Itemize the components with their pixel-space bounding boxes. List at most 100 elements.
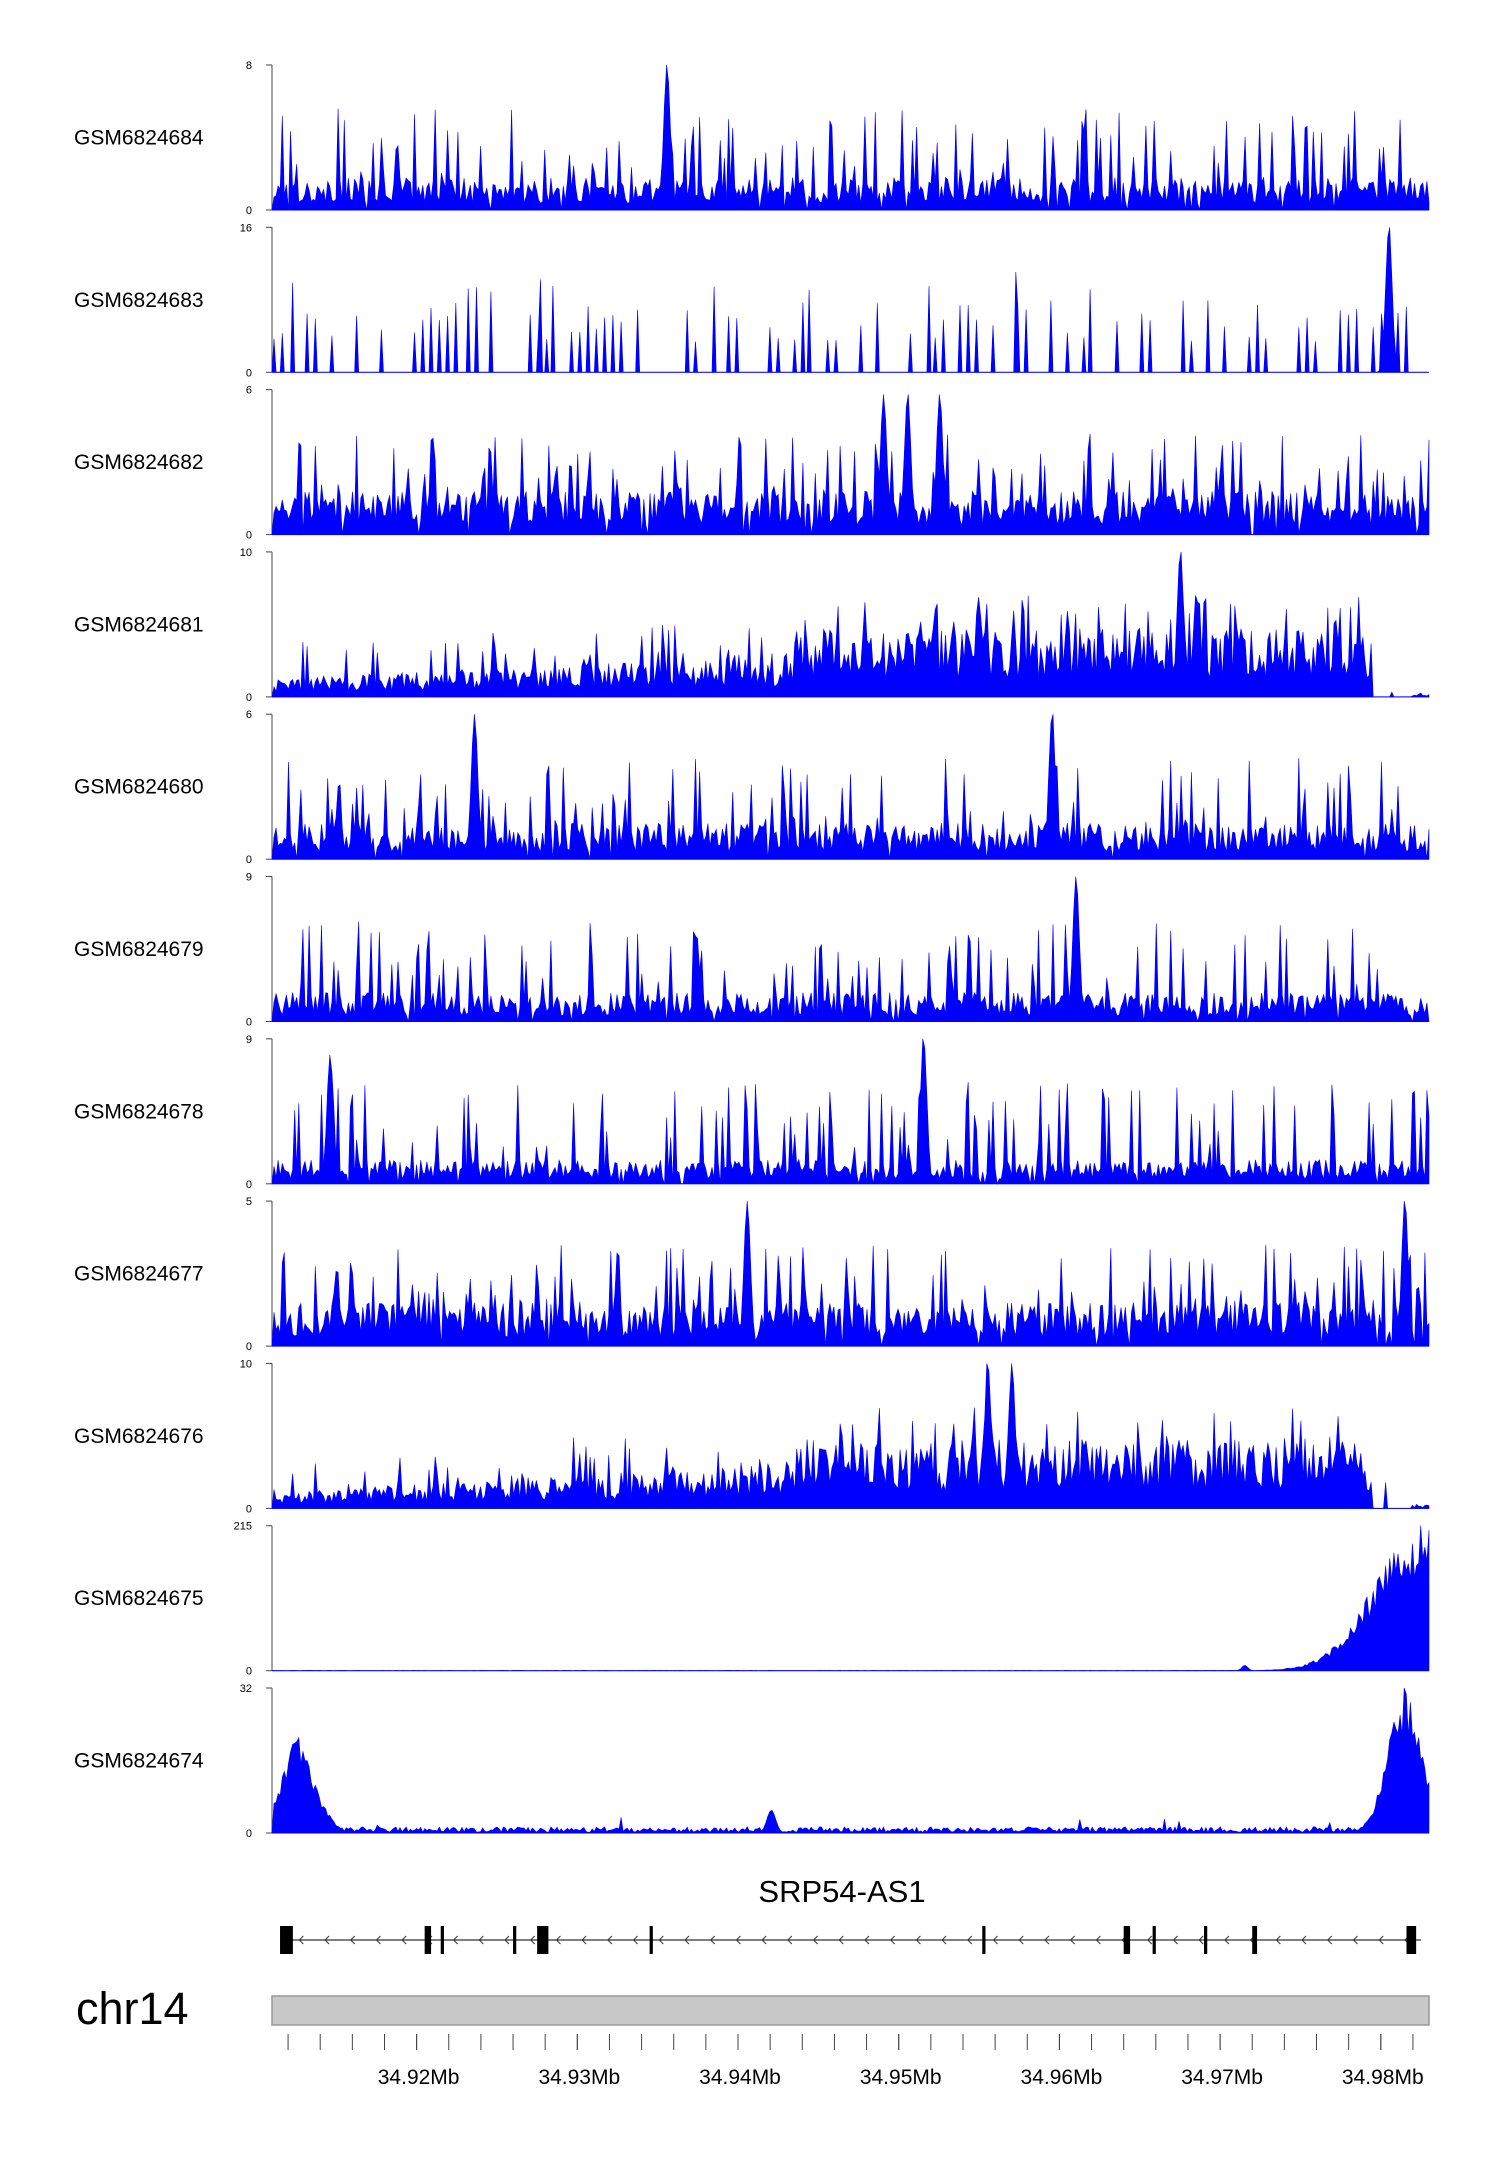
x-tick-label: 34.97Mb	[1181, 2066, 1263, 2089]
y-tick-label-min: 0	[246, 692, 252, 704]
coverage-area	[271, 1687, 1430, 1834]
strand-arrow	[967, 1935, 973, 1945]
gene-model	[280, 1926, 1421, 1954]
strand-arrow	[375, 1935, 381, 1945]
y-tick-label-min: 0	[246, 854, 252, 866]
strand-arrow	[941, 1935, 947, 1945]
x-tick-label: 34.95Mb	[860, 2066, 942, 2089]
strand-arrow	[864, 1935, 870, 1945]
x-tick-label: 34.92Mb	[378, 2066, 460, 2089]
y-tick-label-max: 9	[246, 872, 252, 884]
exon-1	[280, 1926, 293, 1954]
strand-arrow	[632, 1935, 638, 1945]
y-tick-label-min: 0	[246, 1666, 252, 1678]
strand-arrow	[1327, 1935, 1333, 1945]
strand-arrow	[504, 1935, 510, 1945]
track-label: GSM6824676	[74, 1425, 204, 1448]
strand-arrow	[1069, 1935, 1076, 1945]
x-tick-label: 34.94Mb	[699, 2066, 781, 2089]
track-GSM6824678: GSM6824678 9 0	[74, 1034, 1430, 1191]
strand-arrow	[478, 1935, 484, 1945]
coverage-area	[271, 64, 1430, 211]
track-GSM6824683: GSM6824683 16 0	[74, 222, 1429, 379]
strand-arrow	[1044, 1935, 1050, 1945]
gene-name-label: SRP54-AS1	[758, 1874, 925, 1909]
strand-arrow	[298, 1935, 304, 1945]
y-tick-label-max: 8	[246, 60, 252, 72]
strand-arrow	[1018, 1935, 1024, 1945]
strand-arrow	[1301, 1935, 1307, 1945]
track-label: GSM6824679	[74, 938, 204, 961]
track-GSM6824675: GSM6824675 215 0	[74, 1521, 1430, 1678]
coverage-area	[271, 551, 1430, 698]
exon-10	[1204, 1926, 1208, 1954]
y-tick-label-min: 0	[246, 1503, 252, 1515]
y-tick-label-max: 5	[246, 1196, 252, 1208]
exon-5	[537, 1926, 549, 1954]
y-tick-label-max: 10	[240, 547, 252, 559]
strand-arrow	[1198, 1935, 1204, 1945]
strand-arrow	[1224, 1935, 1230, 1945]
y-tick-label-min: 0	[246, 205, 252, 217]
strand-arrow	[350, 1935, 356, 1945]
coverage-area	[271, 394, 1430, 535]
strand-arrow	[1378, 1935, 1384, 1945]
genomic-axis: 34.92Mb 34.93Mb 34.94Mb 34.95Mb 34.96Mb 34.97…	[287, 2034, 1424, 2089]
track-label: GSM6824678	[74, 1100, 204, 1123]
strand-arrow	[401, 1935, 407, 1945]
strand-arrow	[915, 1935, 921, 1945]
strand-arrow	[709, 1935, 716, 1945]
strand-arrow	[607, 1935, 613, 1945]
track-GSM6824677: GSM6824677 5 0	[74, 1196, 1430, 1353]
coverage-area	[271, 1363, 1430, 1509]
x-tick-label: 34.96Mb	[1021, 2066, 1103, 2089]
strand-arrow	[889, 1935, 896, 1945]
exon-8	[1123, 1926, 1131, 1954]
strand-arrow	[658, 1935, 664, 1945]
strand-arrow	[735, 1935, 741, 1945]
strand-arrow	[581, 1935, 587, 1945]
track-label: GSM6824677	[74, 1263, 204, 1286]
strand-arrow	[992, 1935, 998, 1945]
coverage-area	[271, 1038, 1430, 1185]
strand-arrow	[1275, 1935, 1281, 1945]
exon-9	[1152, 1926, 1156, 1954]
strand-arrow	[761, 1935, 767, 1945]
track-GSM6824684: GSM6824684 8 0	[74, 60, 1430, 217]
y-tick-label-min: 0	[246, 367, 252, 379]
exon-7	[982, 1926, 986, 1954]
track-label: GSM6824674	[74, 1750, 204, 1773]
x-tick-label: 34.98Mb	[1342, 2066, 1424, 2089]
track-GSM6824679: GSM6824679 9 0	[74, 872, 1430, 1029]
track-GSM6824676: GSM6824676 10 0	[74, 1358, 1430, 1515]
exon-11	[1252, 1926, 1258, 1954]
strand-arrow	[812, 1935, 818, 1945]
coverage-area	[271, 876, 1430, 1023]
chromosome-label: chr14	[76, 1983, 189, 2034]
coverage-tracks: GSM682468480GSM6824683160GSM682468260GSM…	[74, 60, 1430, 1840]
y-tick-label-min: 0	[246, 1341, 252, 1353]
track-label: GSM6824682	[74, 451, 204, 474]
strand-arrow	[530, 1935, 536, 1945]
strand-arrow	[452, 1935, 458, 1945]
track-label: GSM6824684	[74, 127, 204, 150]
track-GSM6824681: GSM6824681 10 0	[74, 547, 1430, 704]
strand-arrow	[684, 1935, 690, 1945]
track-GSM6824680: GSM6824680 6 0	[74, 709, 1430, 866]
track-label: GSM6824680	[74, 776, 204, 799]
x-tick-label: 34.93Mb	[538, 2066, 620, 2089]
strand-arrow	[787, 1935, 793, 1945]
strand-arrow	[555, 1935, 561, 1945]
coverage-area	[271, 714, 1430, 860]
y-tick-label-max: 10	[240, 1358, 252, 1370]
exon-6	[649, 1926, 653, 1954]
y-tick-label-max: 6	[246, 385, 252, 397]
exon-4	[513, 1926, 517, 1954]
exon-2	[424, 1926, 432, 1954]
track-label: GSM6824683	[74, 289, 204, 312]
y-tick-label-max: 16	[240, 222, 252, 234]
y-tick-label-max: 6	[246, 709, 252, 721]
strand-arrow	[1172, 1935, 1178, 1945]
y-tick-label-max: 9	[246, 1034, 252, 1046]
